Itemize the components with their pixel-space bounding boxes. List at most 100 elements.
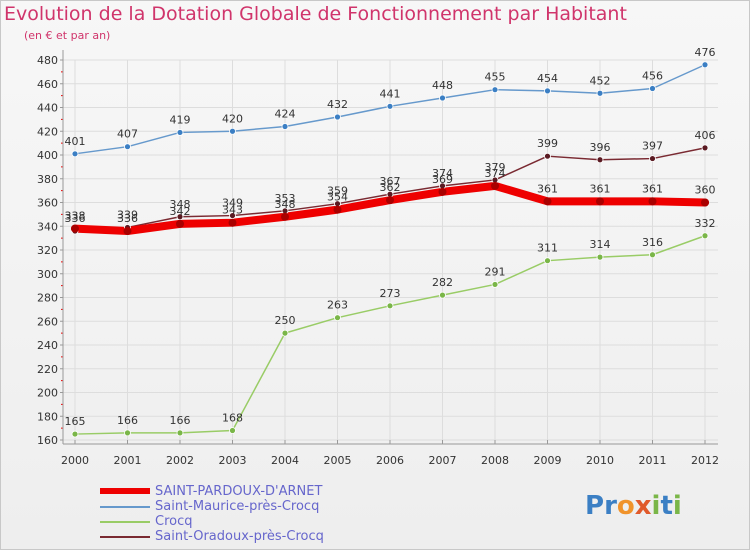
y-tick-label: 260 [37, 315, 58, 328]
data-label: 401 [65, 135, 86, 148]
data-point [544, 257, 551, 265]
data-label: 361 [590, 182, 611, 195]
data-point [123, 227, 132, 235]
data-label: 348 [170, 198, 191, 211]
data-label: 361 [642, 182, 663, 195]
data-point [596, 197, 604, 206]
data-label: 456 [642, 70, 663, 83]
data-point [229, 127, 236, 135]
x-tick-label: 2000 [61, 454, 89, 467]
data-point [438, 187, 447, 196]
data-label: 342 [170, 205, 191, 218]
y-tick-label: 380 [37, 173, 58, 186]
y-tick-label: 200 [37, 387, 58, 400]
data-label: 166 [170, 414, 191, 427]
logo-letter: P [585, 491, 605, 521]
data-point [281, 212, 289, 221]
x-tick-label: 2012 [691, 454, 719, 467]
data-label: 316 [642, 236, 663, 249]
data-point [491, 181, 499, 190]
data-point [544, 152, 551, 160]
legend-label: Saint-Oradoux-près-Crocq [155, 529, 324, 544]
data-label: 374 [485, 167, 506, 180]
x-tick-label: 2004 [271, 454, 299, 467]
x-tick-label: 2010 [586, 454, 614, 467]
y-tick-label: 460 [37, 78, 58, 91]
data-point [229, 427, 236, 434]
data-point [701, 144, 709, 152]
data-label: 339 [117, 208, 138, 221]
data-label: 396 [590, 141, 611, 154]
x-tick-label: 2009 [534, 454, 562, 467]
y-tick-label: 400 [37, 149, 58, 162]
data-point [543, 197, 552, 206]
data-label: 165 [65, 415, 86, 428]
data-label: 250 [275, 314, 296, 327]
data-point [648, 197, 657, 206]
data-label: 273 [380, 287, 401, 300]
data-point [334, 314, 341, 322]
data-label: 338 [65, 210, 86, 223]
logo-letter: t [660, 491, 673, 521]
data-point [701, 198, 709, 207]
data-label: 314 [590, 238, 611, 251]
data-point [596, 156, 604, 164]
x-tick-label: 2003 [219, 454, 247, 467]
logo-letter: o [616, 491, 635, 521]
data-label: 374 [432, 167, 453, 180]
legend-swatch [100, 521, 150, 523]
data-label: 407 [117, 128, 138, 141]
x-tick-label: 2006 [376, 454, 404, 467]
y-tick-label: 340 [37, 220, 58, 233]
data-label: 168 [222, 412, 243, 425]
data-point [71, 430, 79, 438]
data-point [649, 251, 656, 259]
data-label: 454 [537, 72, 558, 85]
data-label: 332 [695, 217, 716, 230]
data-label: 367 [380, 175, 401, 188]
data-label: 282 [432, 276, 453, 289]
data-point [386, 302, 394, 310]
logo-letter: x [634, 491, 652, 521]
y-tick-label: 240 [37, 339, 58, 352]
data-point [71, 224, 79, 233]
data-label: 452 [590, 74, 611, 87]
x-tick-label: 2007 [429, 454, 457, 467]
legend-swatch [100, 488, 150, 494]
data-label: 476 [695, 46, 716, 59]
data-label: 360 [695, 184, 716, 197]
data-point [386, 196, 394, 205]
data-label: 399 [537, 137, 558, 150]
data-label: 448 [432, 79, 453, 92]
data-label: 361 [537, 182, 558, 195]
data-point [176, 129, 184, 136]
data-point [281, 329, 289, 337]
data-point [439, 94, 446, 102]
data-point [544, 87, 551, 95]
data-label: 362 [380, 181, 401, 194]
data-label: 419 [170, 113, 191, 126]
y-tick-label: 320 [37, 244, 58, 257]
data-point [649, 155, 656, 162]
data-point [334, 113, 341, 121]
data-point [229, 212, 236, 219]
x-tick-label: 2002 [166, 454, 194, 467]
data-point [281, 123, 289, 130]
x-tick-label: 2005 [324, 454, 352, 467]
proxiti-logo: Proxiti [585, 491, 682, 521]
chart-subtitle: (en € et par an) [24, 29, 111, 42]
data-label: 291 [485, 265, 506, 278]
data-label: 359 [327, 185, 348, 198]
data-point [491, 86, 499, 94]
data-label: 336 [117, 212, 138, 225]
data-point [176, 429, 184, 437]
data-label: 311 [537, 242, 558, 255]
legend-label: SAINT-PARDOUX-D'ARNET [155, 484, 323, 499]
x-tick-label: 2001 [114, 454, 142, 467]
y-tick-label: 180 [37, 410, 58, 423]
legend-label: Saint-Maurice-près-Crocq [155, 499, 320, 514]
x-tick-label: 2011 [639, 454, 667, 467]
data-point [71, 150, 79, 158]
data-point [333, 205, 342, 214]
